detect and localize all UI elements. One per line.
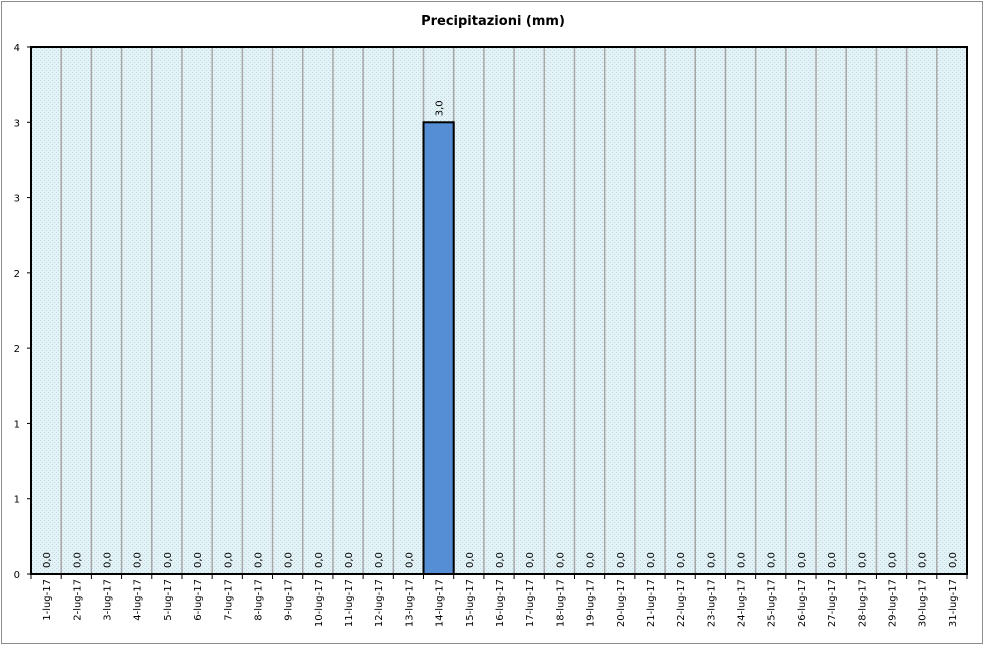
x-tick-label: 19-lug-17: [586, 579, 597, 627]
x-tick-label: 6-lug-17: [193, 579, 204, 621]
y-tick-label: 2: [14, 344, 20, 355]
x-tick-label: 15-lug-17: [465, 579, 476, 627]
data-label: 0,0: [72, 552, 83, 568]
data-label: 0,0: [42, 552, 53, 568]
data-label: 0,0: [888, 552, 899, 568]
data-label: 0,0: [253, 552, 264, 568]
x-tick-label: 7-lug-17: [223, 579, 234, 621]
x-tick-label: 25-lug-17: [767, 579, 778, 627]
data-label: 0,0: [948, 552, 959, 568]
x-tick-label: 12-lug-17: [374, 579, 385, 627]
y-tick-label: 4: [14, 43, 20, 54]
data-label: 0,0: [616, 552, 627, 568]
data-label: 0,0: [374, 552, 385, 568]
data-label: 0,0: [495, 552, 506, 568]
y-tick-label: 3: [14, 118, 20, 129]
data-label: 0,0: [133, 552, 144, 568]
x-tick-label: 31-lug-17: [948, 579, 959, 627]
x-tick-label: 3-lug-17: [102, 579, 113, 621]
data-label: 0,0: [525, 552, 536, 568]
x-tick-label: 14-lug-17: [435, 579, 446, 627]
data-label: 0,0: [706, 552, 717, 568]
data-label: 0,0: [857, 552, 868, 568]
y-tick-label: 0: [14, 570, 20, 581]
x-tick-label: 17-lug-17: [525, 579, 536, 627]
x-tick-label: 27-lug-17: [827, 579, 838, 627]
x-tick-label: 30-lug-17: [918, 579, 929, 627]
data-label: 0,0: [284, 552, 295, 568]
chart-title: Precipitazioni (mm): [421, 14, 565, 29]
data-label: 0,0: [918, 552, 929, 568]
data-label: 0,0: [163, 552, 174, 568]
x-tick-label: 28-lug-17: [857, 579, 868, 627]
data-label: 0,0: [827, 552, 838, 568]
x-tick-label: 11-lug-17: [344, 579, 355, 627]
x-tick-label: 16-lug-17: [495, 579, 506, 627]
data-labels: 0,0 0,0 0,0 0,0 0,0 0,0 0,0 0,0 0,0 0,0 0,0 0,0 0,0 3…: [42, 100, 959, 568]
y-tick-label: 1: [14, 495, 20, 506]
x-tick-label: 23-lug-17: [706, 579, 717, 627]
x-tick-label: 29-lug-17: [888, 579, 899, 627]
bar: [422, 121, 455, 576]
data-label: 3,0: [435, 100, 446, 116]
x-tick-label: 1-lug-17: [42, 579, 53, 621]
x-tick-label: 20-lug-17: [616, 579, 627, 627]
x-tick-label: 2-lug-17: [72, 579, 83, 621]
data-label: 0,0: [797, 552, 808, 568]
data-label: 0,0: [314, 552, 325, 568]
x-tick-label: 18-lug-17: [555, 579, 566, 627]
x-tick-label: 4-lug-17: [133, 579, 144, 621]
x-tick-label: 24-lug-17: [737, 579, 748, 627]
plot-border: [30, 46, 968, 575]
data-label: 0,0: [555, 552, 566, 568]
bars: [422, 121, 455, 576]
x-tick-label: 22-lug-17: [676, 579, 687, 627]
data-label: 0,0: [676, 552, 687, 568]
x-tick-label: 26-lug-17: [797, 579, 808, 627]
x-axis: 1-lug-17 2-lug-17 3-lug-17 4-lug-17 5-lug-17…: [30, 574, 968, 627]
y-tick-label: 3: [14, 194, 20, 205]
x-tick-label: 9-lug-17: [284, 579, 295, 621]
data-label: 0,0: [404, 552, 415, 568]
y-axis: 0 1 1 2 2 3 3 4: [14, 43, 31, 581]
data-label: 0,0: [586, 552, 597, 568]
data-label: 0,0: [223, 552, 234, 568]
plot-area: [31, 47, 967, 574]
x-tick-label: 10-lug-17: [314, 579, 325, 627]
data-label: 0,0: [102, 552, 113, 568]
y-tick-label: 2: [14, 269, 20, 280]
x-tick-label: 5-lug-17: [163, 579, 174, 621]
gridlines: [60, 47, 938, 574]
x-tick-label: 13-lug-17: [404, 579, 415, 627]
x-tick-label: 21-lug-17: [646, 579, 657, 627]
data-label: 0,0: [737, 552, 748, 568]
data-label: 0,0: [193, 552, 204, 568]
data-label: 0,0: [344, 552, 355, 568]
y-tick-label: 1: [14, 419, 20, 430]
data-label: 0,0: [646, 552, 657, 568]
data-label: 0,0: [465, 552, 476, 568]
x-tick-label: 8-lug-17: [253, 579, 264, 621]
data-label: 0,0: [767, 552, 778, 568]
